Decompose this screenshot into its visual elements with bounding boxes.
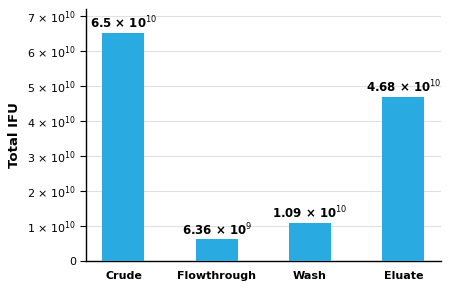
Y-axis label: Total IFU: Total IFU <box>9 102 21 168</box>
Bar <box>103 33 144 261</box>
Bar <box>196 239 238 261</box>
Text: 1.09 × 10$^{10}$: 1.09 × 10$^{10}$ <box>272 205 348 222</box>
Text: 6.5 × 10$^{10}$: 6.5 × 10$^{10}$ <box>90 15 157 32</box>
Text: 6.36 × 10$^{9}$: 6.36 × 10$^{9}$ <box>182 221 252 238</box>
Bar <box>382 97 424 261</box>
Bar <box>289 223 331 261</box>
Text: 4.68 × 10$^{10}$: 4.68 × 10$^{10}$ <box>366 79 441 95</box>
